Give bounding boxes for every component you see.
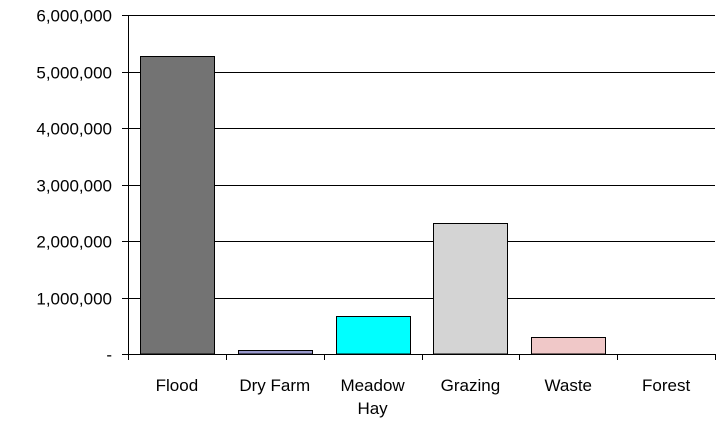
x-category-label: Grazing	[441, 376, 501, 395]
gridlines	[128, 15, 715, 299]
y-tick-label: 4,000,000	[36, 120, 112, 139]
bar-meadow-hay	[336, 316, 411, 355]
x-category-label: Flood	[156, 376, 199, 395]
x-category-label: Forest	[642, 376, 690, 395]
bar-waste	[531, 337, 606, 355]
bar-flood	[140, 56, 215, 355]
y-tick-label: 5,000,000	[36, 64, 112, 83]
axes	[122, 15, 716, 360]
y-tick-labels: - 1,000,000 2,000,000 3,000,000 4,000,000 5,0…	[36, 7, 112, 365]
x-category-label: Meadow Hay	[340, 376, 405, 418]
bar-dry-farm	[238, 350, 313, 355]
y-tick-label: 6,000,000	[36, 7, 112, 26]
bars	[140, 56, 606, 355]
bar-grazing	[433, 223, 508, 355]
x-category-label: Dry Farm	[239, 376, 310, 395]
y-tick-label: 3,000,000	[36, 177, 112, 196]
x-category-labels: Flood Dry Farm Meadow Hay Grazing Waste Forest	[156, 376, 691, 418]
y-tick-label: 1,000,000	[36, 290, 112, 309]
x-category-label: Waste	[544, 376, 592, 395]
y-tick-label: 2,000,000	[36, 233, 112, 252]
y-tick-label: -	[106, 346, 112, 365]
